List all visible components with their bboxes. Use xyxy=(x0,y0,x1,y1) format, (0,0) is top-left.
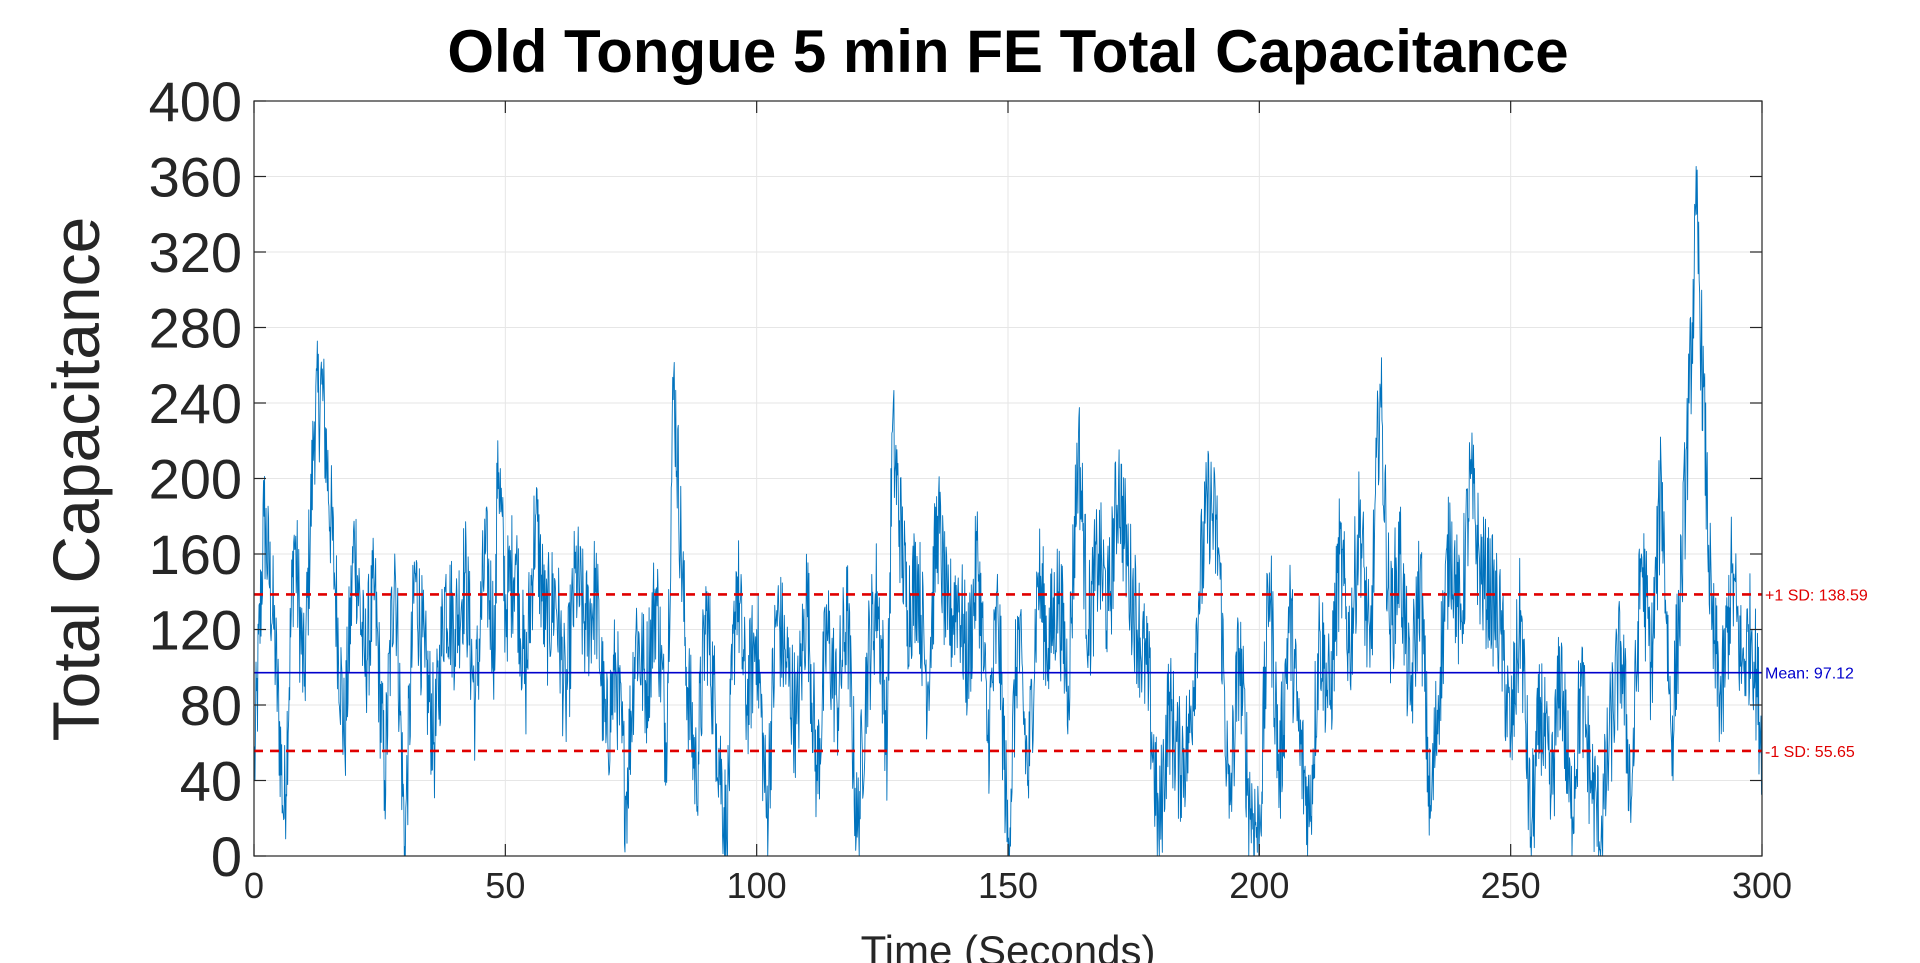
y-axis-label: Total Capacitance xyxy=(39,217,113,742)
x-tick-label: 300 xyxy=(1732,865,1792,906)
reference-line-label: -1 SD: 55.65 xyxy=(1765,744,1855,761)
x-tick-label: 200 xyxy=(1229,865,1289,906)
y-tick-label: 120 xyxy=(149,599,242,662)
y-tick-label: 360 xyxy=(149,146,242,209)
y-tick-label: 240 xyxy=(149,372,242,435)
x-tick-label: 0 xyxy=(244,865,264,906)
axis-ticks: 0 50 100 150 200 250 300 0 40 80 120 160 200 240 280 32… xyxy=(149,70,1792,906)
y-tick-label: 0 xyxy=(211,825,242,888)
y-tick-label: 80 xyxy=(180,674,242,737)
x-axis-label: Time (Seconds) xyxy=(861,927,1156,963)
reference-line-label: +1 SD: 138.59 xyxy=(1765,587,1868,604)
x-tick-label: 250 xyxy=(1481,865,1541,906)
reference-lines: +1 SD: 138.59 Mean: 97.12 -1 SD: 55.65 xyxy=(254,587,1868,761)
y-tick-label: 200 xyxy=(149,448,242,511)
x-tick-label: 100 xyxy=(727,865,787,906)
reference-line-label: Mean: 97.12 xyxy=(1765,666,1854,683)
x-tick-label: 50 xyxy=(485,865,525,906)
y-tick-label: 320 xyxy=(149,221,242,284)
y-tick-label: 400 xyxy=(149,70,242,133)
y-tick-label: 160 xyxy=(149,523,242,586)
x-tick-label: 150 xyxy=(978,865,1038,906)
y-tick-label: 40 xyxy=(180,750,242,813)
y-tick-label: 280 xyxy=(149,297,242,360)
chart-title: Old Tongue 5 min FE Total Capacitance xyxy=(447,18,1568,85)
